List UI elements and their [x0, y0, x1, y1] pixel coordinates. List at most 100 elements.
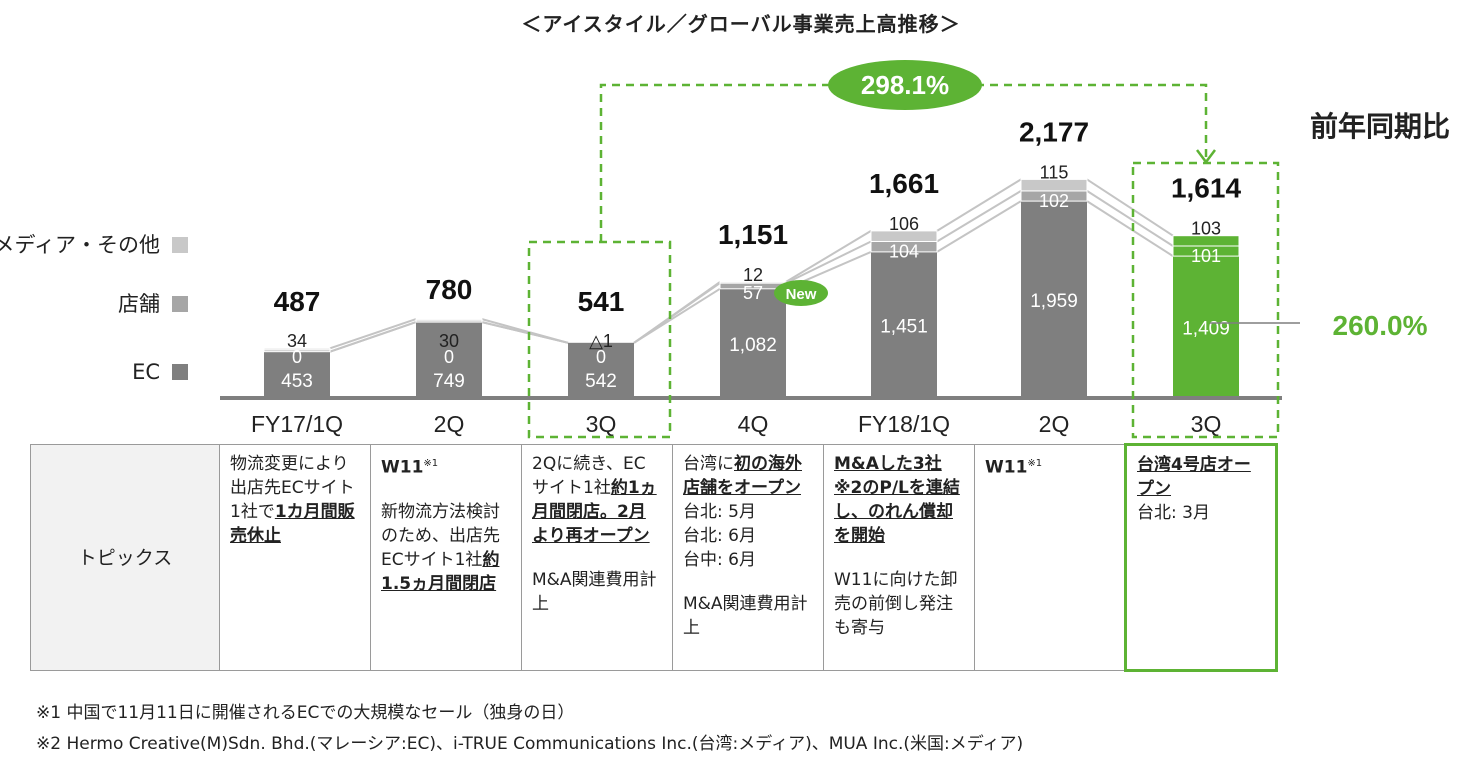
topic-cell-fy18-1q: M&Aした3社 ※2のP/Lを連結し、のれん償却を開始 W11に向けた卸売の前倒し発… — [823, 444, 975, 671]
data-label-media: △1 — [589, 331, 613, 351]
connector-line — [936, 190, 1022, 243]
topics-row-header: トピックス — [30, 444, 220, 671]
total-label: 1,661 — [869, 168, 939, 199]
data-label-media: 103 — [1191, 219, 1221, 239]
topic-text: 台中: 6月 — [683, 550, 756, 570]
topic-text: 台北: 3月 — [1137, 503, 1210, 523]
topic-text: 約1.5ヵ月間閉店 — [381, 549, 500, 594]
topic-text: 台湾に — [683, 454, 734, 474]
data-label-ec: 453 — [281, 371, 313, 392]
topic-cell-fy18-2q: W11※1 — [974, 444, 1126, 671]
topic-text: 台北: 5月 — [683, 502, 756, 522]
total-label: 1,614 — [1171, 173, 1241, 204]
data-label-ec: 1,959 — [1030, 291, 1078, 312]
total-label: 541 — [578, 286, 625, 317]
data-label-media: 12 — [743, 265, 763, 285]
legend-swatch — [172, 296, 188, 312]
category-label: FY17/1Q — [251, 411, 343, 437]
connector-line — [785, 240, 872, 284]
topic-text: M&A関連費用計上 — [532, 570, 657, 614]
bar-ec — [871, 251, 937, 397]
bar-ec — [416, 322, 482, 397]
data-label-ec: 542 — [585, 371, 617, 392]
bar-ec — [1021, 201, 1087, 397]
category-label: FY18/1Q — [858, 411, 950, 437]
connector-line — [329, 321, 417, 353]
category-label: 2Q — [434, 411, 465, 437]
chart-title: ＜アイスタイル／グローバル事業売上高推移＞ — [521, 12, 961, 36]
data-label-store: 104 — [889, 242, 919, 262]
connector-line — [936, 178, 1022, 232]
topic-text: 物流変更により出店先ECサイト1社で — [230, 454, 355, 522]
data-label-ec: 1,451 — [880, 316, 928, 337]
data-label-ec: 749 — [433, 371, 465, 392]
data-label-media: 30 — [439, 331, 459, 351]
legend-swatch — [172, 237, 188, 253]
data-label-media: 106 — [889, 214, 919, 234]
legend-label: メディア・その他 — [0, 233, 160, 257]
total-label: 1,151 — [718, 219, 788, 250]
total-label: 780 — [426, 274, 473, 305]
category-label: 2Q — [1039, 411, 1070, 437]
growth-badge — [828, 60, 982, 110]
connector-line — [633, 281, 721, 344]
data-label-store: 101 — [1191, 246, 1221, 266]
footnotes: ※1 中国で11月11日に開催されるECでの大規模なセール（独身の日） ※2 H… — [36, 698, 1023, 760]
topic-text: 2Qに続き、ECサイト1社 — [532, 454, 646, 498]
topic-cell-fy18-3q: 台湾4号店オープン台北: 3月 — [1124, 443, 1278, 672]
bar-media — [1172, 235, 1240, 247]
yoy-label: 前年同期比 — [1310, 110, 1450, 143]
topic-text: 台北: 6月 — [683, 526, 756, 546]
footnote-1: ※1 中国で11月11日に開催されるECでの大規模なセール（独身の日） — [36, 703, 575, 723]
topic-text: ※1 — [1027, 458, 1043, 469]
topic-text: W11 — [381, 457, 424, 478]
bar-ec — [568, 342, 634, 397]
topic-text: 新物流方法検討のため、出店先ECサイト1社 — [381, 501, 500, 570]
new-badge-label: New — [786, 286, 817, 303]
data-label-store: 0 — [596, 347, 606, 367]
bar-ec — [1173, 256, 1239, 397]
growth-arrow-line — [599, 83, 1208, 242]
data-label-store: 102 — [1039, 191, 1069, 211]
connector-line — [481, 318, 569, 344]
legend-label: 店舗 — [118, 292, 160, 316]
connector-line — [936, 200, 1022, 253]
data-label-ec: 1,082 — [729, 335, 777, 356]
stacked-bar-chart: 453034487FY17/1Q7490307802Q5420△15413Q1,… — [0, 60, 1450, 439]
topic-text: M&Aした3社 — [834, 454, 942, 474]
data-label-ec: 1,409 — [1182, 319, 1230, 340]
bar-media — [1020, 178, 1088, 192]
legend-label: EC — [132, 360, 160, 384]
legend-swatch — [172, 364, 188, 380]
topic-cell-fy17-4q: 台湾に初の海外店舗をオープン台北: 5月 台北: 6月 台中: 6月 M&A関連費用計… — [672, 444, 824, 671]
connector-line — [1086, 200, 1174, 257]
bar-ec — [264, 351, 330, 397]
connector-line — [1086, 178, 1174, 237]
topic-text: ※1 — [423, 458, 439, 469]
topic-text: ※2 — [834, 478, 863, 498]
category-label: 4Q — [738, 411, 769, 437]
topic-text: M&A関連費用計上 — [683, 594, 808, 638]
growth-arrow-head — [1196, 149, 1216, 165]
data-label-store: 0 — [444, 347, 454, 367]
bar-media — [870, 230, 938, 242]
topic-text: W11に向けた卸売の前倒し発注も寄与 — [834, 570, 958, 638]
total-label: 2,177 — [1019, 116, 1089, 147]
topic-text: W11 — [985, 457, 1028, 478]
bar-ec — [720, 288, 786, 397]
footnote-2: ※2 Hermo Creative(M)Sdn. Bhd.(マレーシア:EC)、… — [36, 734, 1024, 754]
topic-text: 約1ヵ月間閉店。2月より再オープン — [532, 478, 657, 546]
topic-cell-fy17-3q: 2Qに続き、ECサイト1社約1ヵ月間閉店。2月より再オープン M&A関連費用計上 — [521, 444, 673, 671]
category-label: 3Q — [1191, 411, 1222, 437]
category-label: 3Q — [586, 411, 617, 437]
topic-text: 1カ月間販売休止 — [230, 502, 355, 546]
connector-line — [1086, 190, 1174, 247]
data-label-media: 34 — [287, 331, 307, 351]
topic-text: 台湾4号店オープン — [1137, 455, 1251, 499]
topic-text: 初の海外店舗をオープン — [683, 454, 802, 498]
highlight-box-3q — [527, 240, 672, 439]
topics-table: トピックス 物流変更により出店先ECサイト1社で1カ月間販売休止 W11※1 新物… — [30, 443, 1278, 672]
ec-growth-label: 260.0% — [1333, 310, 1428, 341]
topic-text: のP/Lを連結し、のれん償却を開始 — [834, 478, 960, 546]
connector-line — [329, 318, 417, 350]
